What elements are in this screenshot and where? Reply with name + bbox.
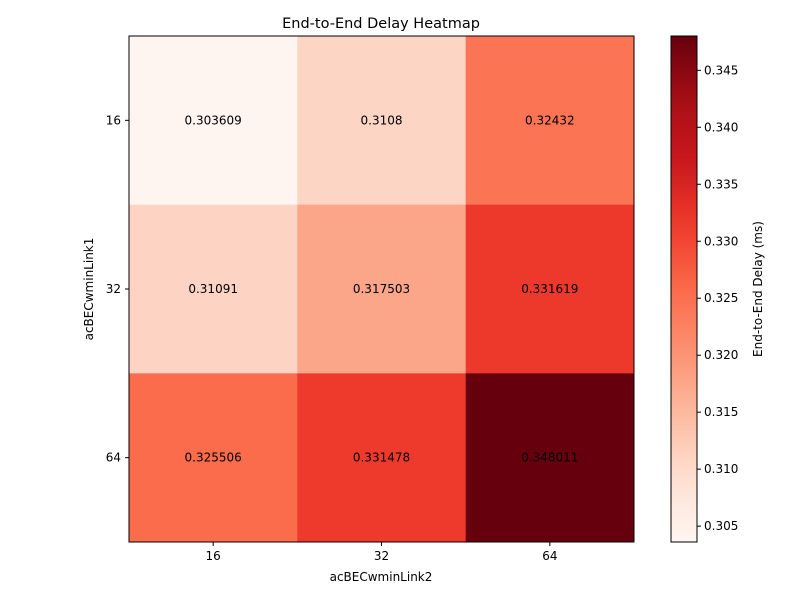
heatmap-cell	[297, 204, 467, 374]
colorbar-tick-label: 0.305	[704, 519, 738, 533]
heatmap-cell	[465, 204, 635, 374]
cell-value-label: 0.348011	[521, 451, 578, 465]
cell-value-label: 0.303609	[185, 113, 242, 127]
heatmap-cells	[129, 36, 635, 543]
cell-value-label: 0.3108	[361, 113, 403, 127]
colorbar-tick-label: 0.335	[704, 177, 738, 191]
colorbar-tick-label: 0.330	[704, 234, 738, 248]
colorbar-tick-label: 0.310	[704, 462, 738, 476]
cell-value-label: 0.31091	[188, 282, 238, 296]
y-axis-label: acBECwminLink1	[82, 238, 96, 341]
heatmap-cell	[465, 373, 635, 543]
heatmap-cell	[297, 373, 467, 543]
heatmap-cell	[129, 373, 298, 543]
colorbar-ticks: 0.305 0.310 0.315 0.320 0.325 0.330 0.335 0.340…	[697, 63, 738, 533]
cell-value-label: 0.317503	[353, 282, 410, 296]
colorbar-tick-label: 0.320	[704, 348, 738, 362]
heatmap-cell	[297, 36, 467, 206]
colorbar-tick-label: 0.315	[704, 405, 738, 419]
y-tick-label: 16	[106, 113, 121, 127]
chart-title: End-to-End Delay Heatmap	[282, 16, 480, 32]
heatmap-cell	[129, 36, 298, 206]
colorbar-tick-label: 0.340	[704, 120, 738, 134]
y-tick-label: 64	[106, 451, 121, 465]
cell-value-label: 0.325506	[185, 451, 242, 465]
x-tick-label: 32	[374, 549, 389, 563]
colorbar-tick-label: 0.325	[704, 291, 738, 305]
x-axis-ticks: 16 32 64	[206, 542, 557, 563]
x-axis-label: acBECwminLink2	[330, 570, 433, 584]
colorbar	[670, 35, 698, 543]
y-tick-label: 32	[106, 282, 121, 296]
y-axis-ticks: 16 32 64	[106, 113, 129, 465]
x-tick-label: 64	[542, 549, 557, 563]
heatmap-cell	[465, 36, 635, 206]
colorbar-tick-label: 0.345	[704, 63, 738, 77]
x-tick-label: 16	[206, 549, 221, 563]
colorbar-label: End-to-End Delay (ms)	[751, 221, 765, 357]
cell-value-label: 0.331478	[353, 451, 410, 465]
cell-value-label: 0.331619	[521, 282, 578, 296]
cell-value-label: 0.32432	[525, 113, 575, 127]
heatmap-cell-labels: 0.303609 0.3108 0.32432 0.31091 0.317503 0.33…	[185, 113, 579, 464]
heatmap-cell	[129, 204, 298, 374]
